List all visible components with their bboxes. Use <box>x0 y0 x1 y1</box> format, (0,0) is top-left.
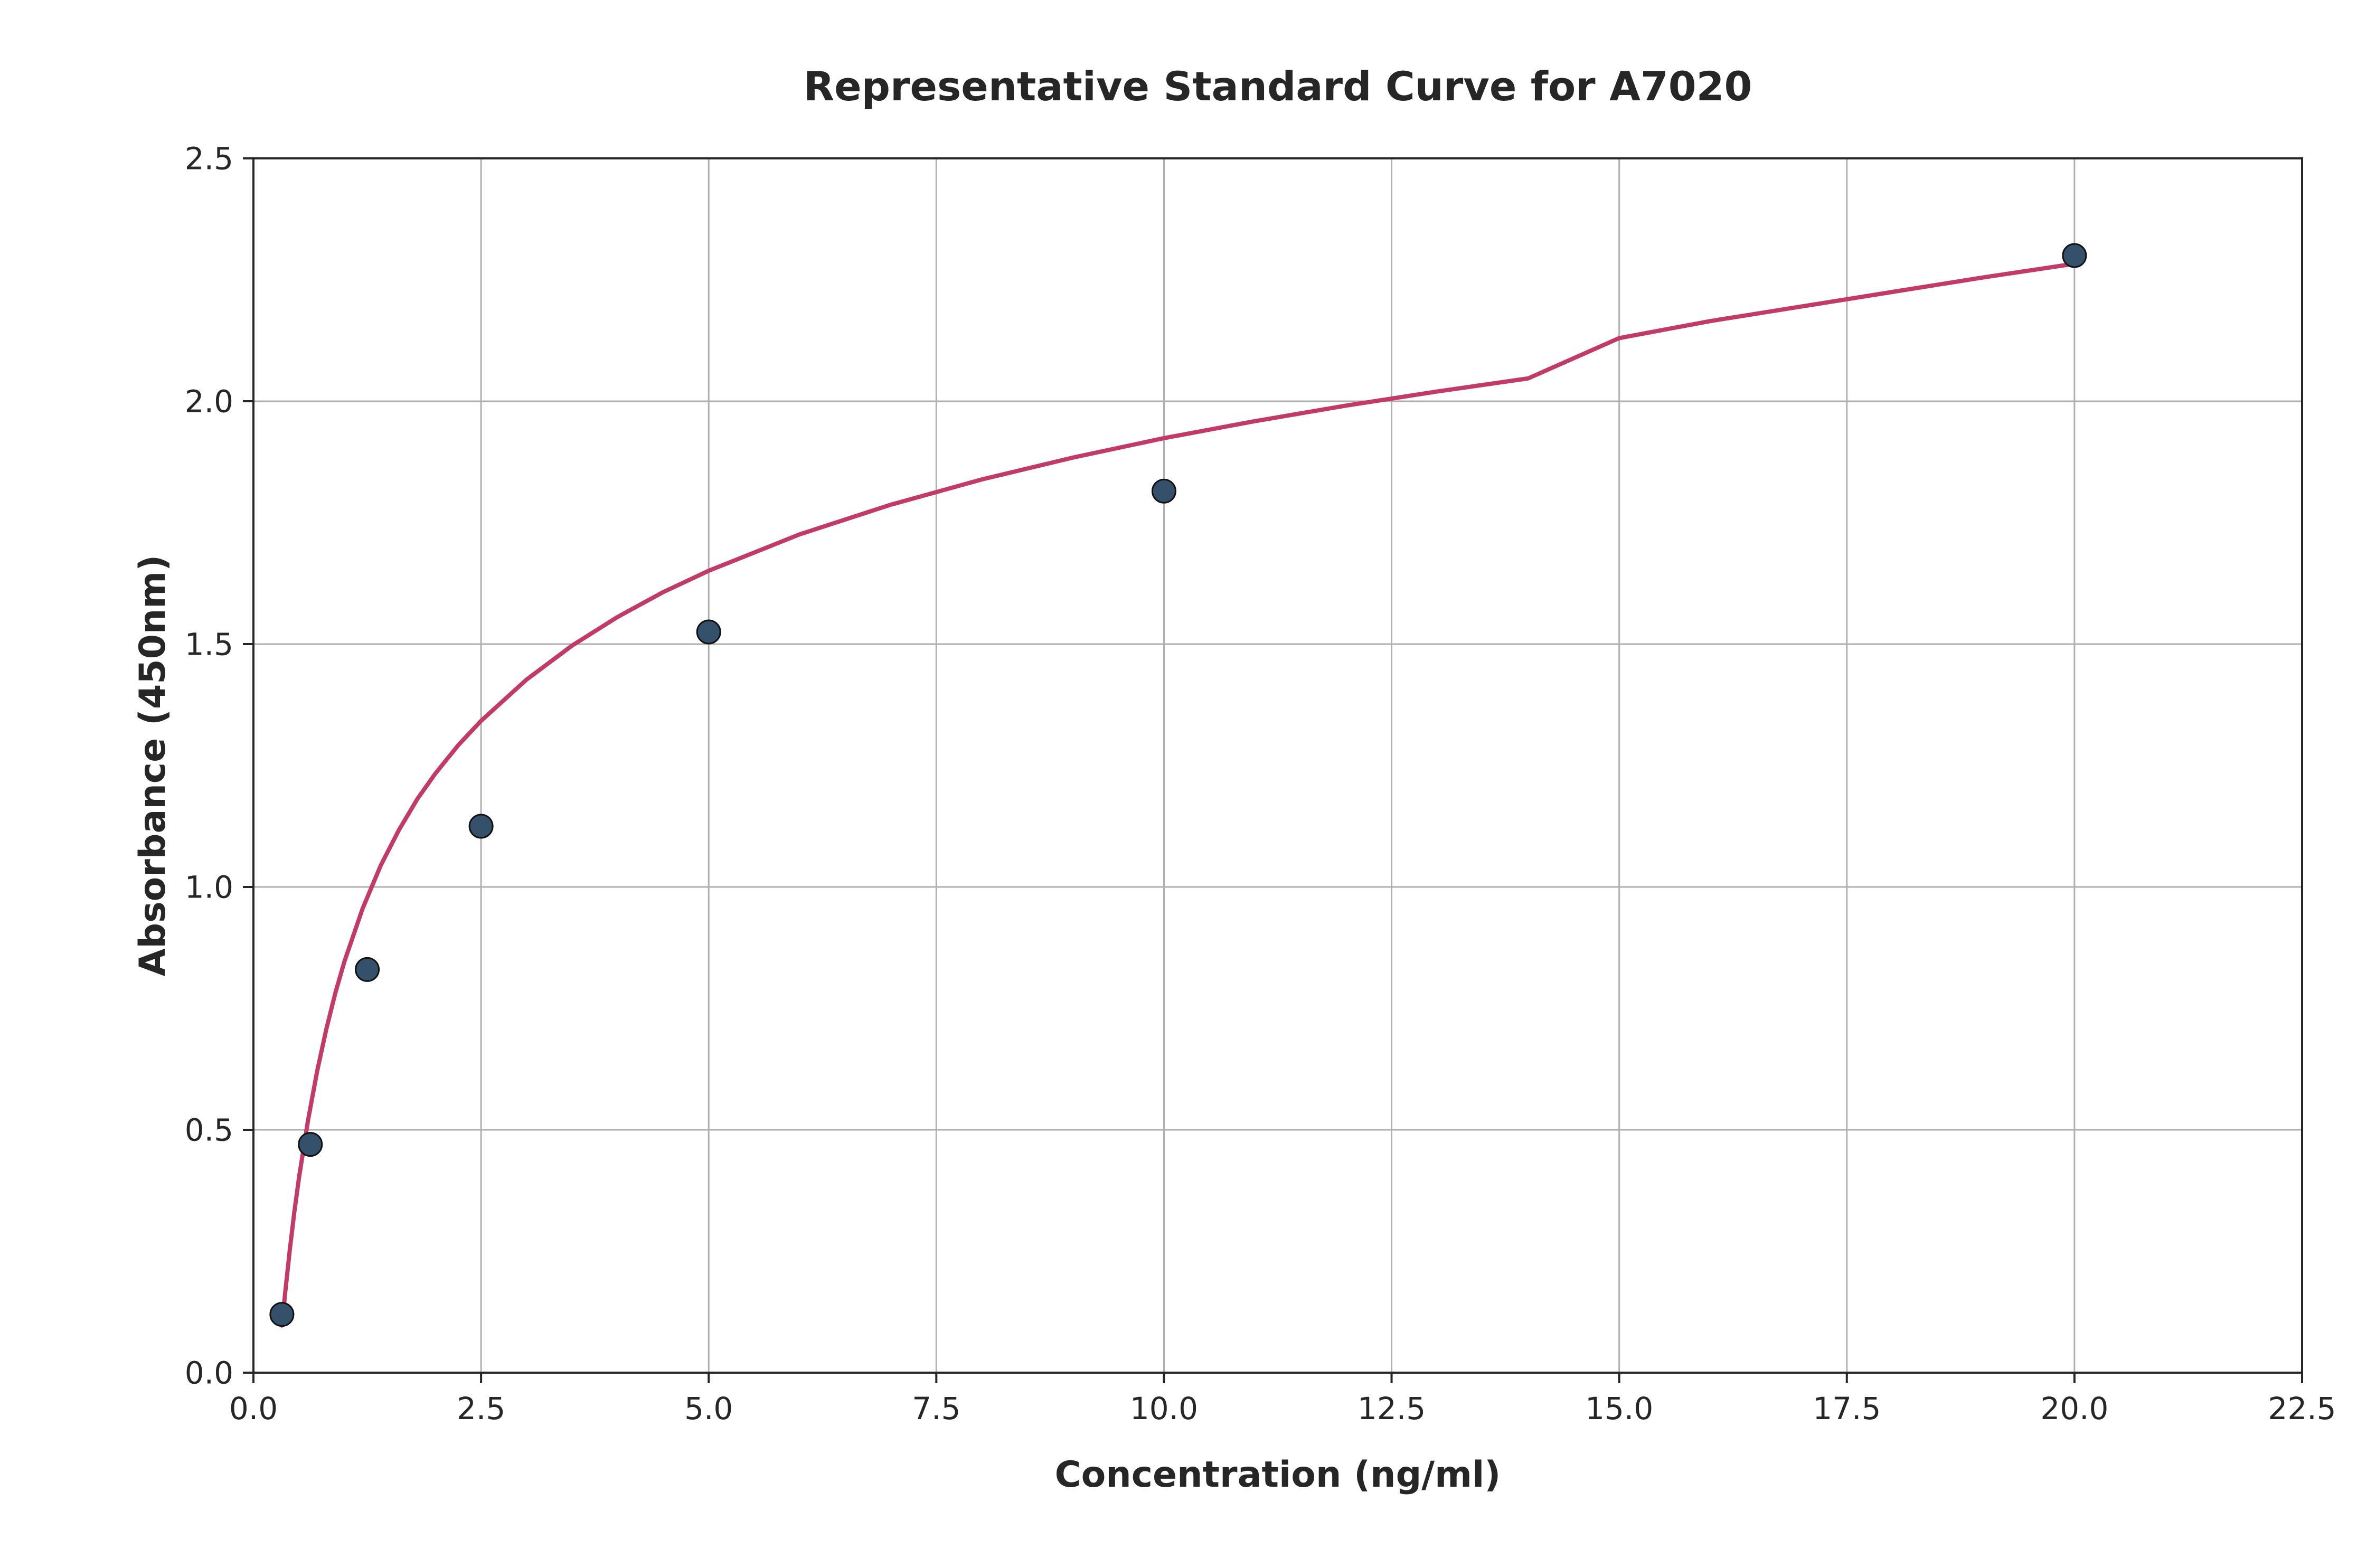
standard-curve-chart: 0.0 2.5 5.0 7.5 10.0 12.5 15.0 17.5 20.0 22.5 0.0 0… <box>0 0 2376 1568</box>
chart-container: 0.0 2.5 5.0 7.5 10.0 12.5 15.0 17.5 20.0 22.5 0.0 0… <box>0 0 2376 1568</box>
y-tick-label: 0.0 <box>185 1355 233 1391</box>
x-tick-label: 15.0 <box>1585 1391 1653 1427</box>
y-tick-label: 1.0 <box>185 869 233 905</box>
y-tick-label: 2.5 <box>185 140 233 176</box>
data-point <box>299 1133 322 1156</box>
y-tick-label: 0.5 <box>185 1112 233 1148</box>
data-point <box>270 1303 294 1326</box>
x-tick-label: 17.5 <box>1813 1391 1881 1427</box>
y-tick-label: 1.5 <box>185 626 233 662</box>
chart-title: Representative Standard Curve for A7020 <box>804 63 1752 110</box>
data-point <box>697 620 720 644</box>
x-axis-label: Concentration (ng/ml) <box>1055 1454 1501 1496</box>
x-tick-label: 12.5 <box>1357 1391 1426 1427</box>
x-tick-label: 7.5 <box>912 1391 960 1427</box>
data-point <box>469 815 493 838</box>
y-tick-label: 2.0 <box>185 383 233 419</box>
x-tick-label: 0.0 <box>229 1391 278 1427</box>
x-tick-label: 5.0 <box>684 1391 733 1427</box>
data-point <box>2063 244 2086 267</box>
data-point <box>1152 479 1175 503</box>
data-point <box>356 958 379 981</box>
plot-area <box>253 158 2302 1373</box>
x-tick-label: 22.5 <box>2268 1391 2336 1427</box>
y-axis-label: Absorbance (450nm) <box>132 555 174 976</box>
x-tick-label: 10.0 <box>1130 1391 1198 1427</box>
x-tick-label: 20.0 <box>2040 1391 2108 1427</box>
x-tick-label: 2.5 <box>457 1391 505 1427</box>
